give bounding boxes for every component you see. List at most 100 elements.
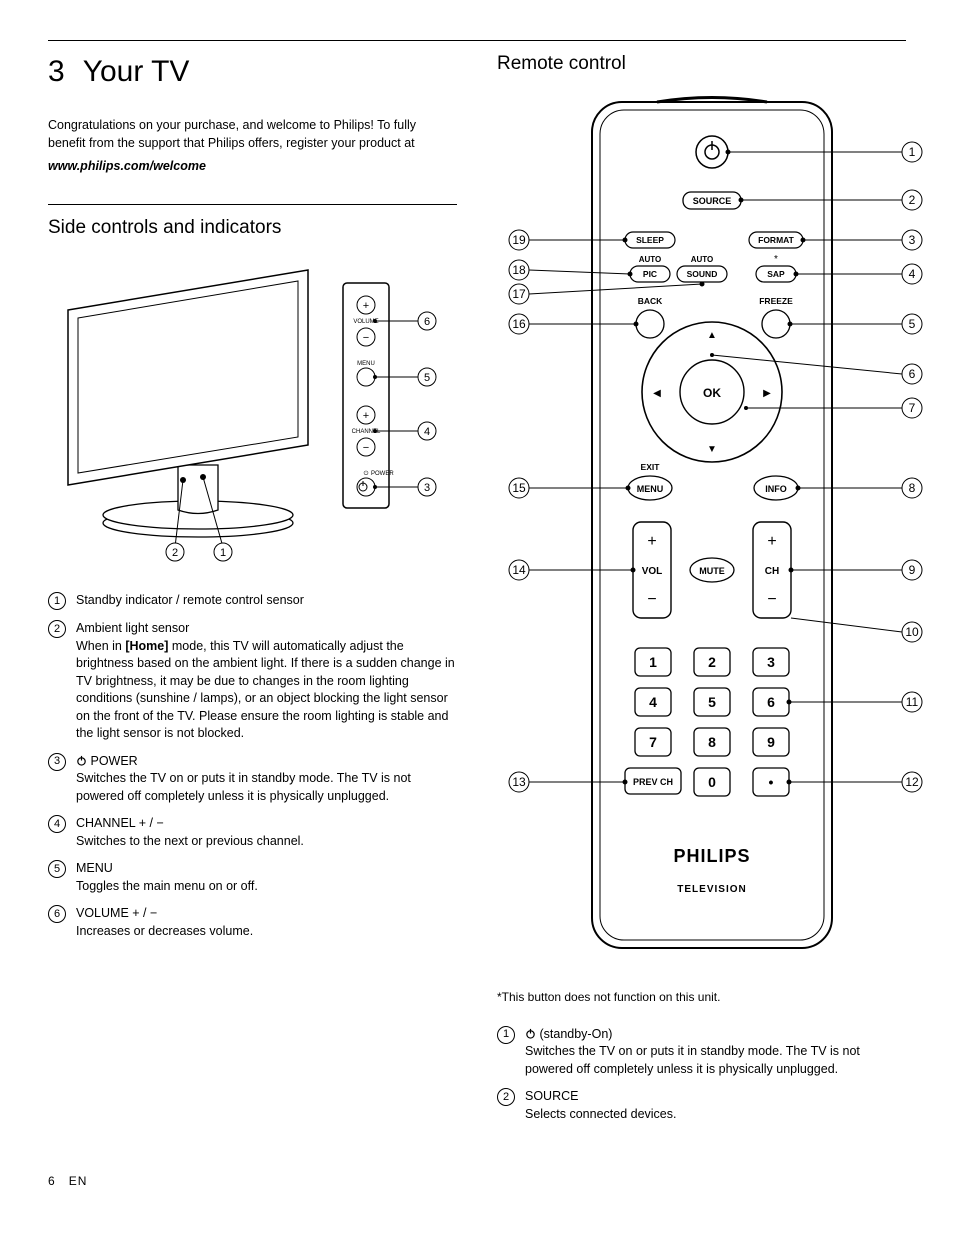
svg-text:SAP: SAP (767, 269, 785, 279)
def-item: 1 (standby-On) Switches the TV on or put… (497, 1026, 906, 1079)
svg-text:5: 5 (424, 372, 430, 384)
def-desc: Selects connected devices. (525, 1106, 906, 1124)
power-icon (525, 1028, 536, 1039)
def-title: Ambient light sensor (76, 620, 457, 638)
svg-text:INFO: INFO (765, 484, 787, 494)
left-section-title: Side controls and indicators (48, 215, 457, 242)
def-desc: Switches the TV on or puts it in standby… (525, 1043, 906, 1078)
svg-text:▲: ▲ (707, 330, 717, 341)
svg-text:8: 8 (708, 734, 716, 750)
intro-text: Congratulations on your purchase, and we… (48, 117, 457, 152)
def-desc: Switches to the next or previous channel… (76, 833, 457, 851)
svg-text:2: 2 (172, 547, 178, 559)
def-number: 4 (48, 815, 66, 833)
svg-text:1: 1 (649, 654, 657, 670)
def-desc: Toggles the main menu on or off. (76, 878, 457, 896)
chapter-number: 3 (48, 55, 65, 88)
def-number: 2 (497, 1088, 515, 1106)
svg-text:19: 19 (512, 233, 526, 247)
def-number: 3 (48, 753, 66, 771)
svg-text:3: 3 (909, 233, 916, 247)
svg-text:1: 1 (909, 145, 916, 159)
svg-text:4: 4 (649, 694, 657, 710)
def-item: 3 POWER Switches the TV on or puts it in… (48, 753, 457, 806)
svg-text:7: 7 (649, 734, 657, 750)
left-section-rule (48, 204, 457, 205)
svg-text:6: 6 (424, 316, 430, 328)
svg-text:*: * (774, 254, 778, 265)
svg-text:4: 4 (424, 426, 430, 438)
def-desc: Switches the TV on or puts it in standby… (76, 770, 457, 805)
svg-text:11: 11 (906, 695, 919, 709)
def-title: POWER (76, 753, 457, 771)
remote-diagram: SOURCE SLEEP FORMAT AUTO PIC AUTO SOUND … (497, 92, 906, 967)
svg-text:+: + (647, 533, 656, 550)
svg-text:PIC: PIC (643, 269, 657, 279)
svg-text:16: 16 (512, 317, 526, 331)
svg-text:3: 3 (424, 482, 430, 494)
def-number: 1 (497, 1026, 515, 1044)
svg-text:⏻: ⏻ (364, 470, 369, 477)
svg-text:−: − (363, 332, 369, 344)
power-icon (76, 755, 87, 766)
def-number: 6 (48, 905, 66, 923)
svg-text:FORMAT: FORMAT (758, 235, 795, 245)
svg-text:+: + (363, 300, 369, 312)
right-column: Remote control SOURCE SLEEP F (497, 41, 906, 1133)
svg-text:6: 6 (909, 367, 916, 381)
def-number: 5 (48, 860, 66, 878)
def-item: 1 Standby indicator / remote control sen… (48, 592, 457, 610)
right-section-title: Remote control (497, 51, 906, 78)
chapter-title: Your TV (83, 55, 190, 88)
intro-link: www.philips.com/welcome (48, 158, 457, 176)
svg-text:5: 5 (909, 317, 916, 331)
def-title: (standby-On) (525, 1026, 906, 1044)
def-item: 5 MENU Toggles the main menu on or off. (48, 860, 457, 895)
svg-text:−: − (647, 591, 656, 608)
remote-footnote: *This button does not function on this u… (497, 989, 906, 1006)
svg-text:▼: ▼ (707, 444, 717, 455)
right-definitions: 1 (standby-On) Switches the TV on or put… (497, 1026, 906, 1124)
svg-text:17: 17 (512, 287, 526, 301)
svg-text:2: 2 (909, 193, 916, 207)
remote-svg: SOURCE SLEEP FORMAT AUTO PIC AUTO SOUND … (497, 92, 927, 962)
def-item: 2 Ambient light sensor When in [Home] mo… (48, 620, 457, 743)
svg-text:5: 5 (708, 694, 716, 710)
svg-text:9: 9 (767, 734, 775, 750)
svg-text:15: 15 (512, 481, 526, 495)
svg-text:12: 12 (905, 775, 919, 789)
svg-text:PHILIPS: PHILIPS (673, 846, 750, 866)
svg-text:AUTO: AUTO (639, 255, 662, 264)
def-item: 4 CHANNEL + / − Switches to the next or … (48, 815, 457, 850)
left-definitions: 1 Standby indicator / remote control sen… (48, 592, 457, 940)
def-title: Standby indicator / remote control senso… (76, 593, 304, 607)
svg-text:0: 0 (708, 774, 716, 790)
def-title: VOLUME + / − (76, 905, 457, 923)
svg-text:MENU: MENU (637, 484, 664, 494)
svg-text:9: 9 (909, 563, 916, 577)
svg-text:+: + (767, 533, 776, 550)
def-number: 2 (48, 620, 66, 638)
svg-text:CH: CH (765, 566, 779, 577)
page-lang: EN (69, 1173, 88, 1190)
svg-text:VOL: VOL (642, 566, 663, 577)
svg-text:▶: ▶ (763, 388, 771, 399)
svg-text:1: 1 (220, 547, 226, 559)
svg-text:SOURCE: SOURCE (693, 196, 732, 206)
svg-text:POWER: POWER (371, 471, 394, 477)
svg-text:BACK: BACK (638, 296, 663, 306)
svg-text:2: 2 (708, 654, 716, 670)
svg-text:13: 13 (512, 775, 526, 789)
svg-text:+: + (363, 410, 369, 422)
svg-text:−: − (363, 442, 369, 454)
chapter-heading: 3 Your TV (48, 51, 457, 93)
def-title: MENU (76, 860, 457, 878)
svg-text:3: 3 (767, 654, 775, 670)
page-number: 6 (48, 1173, 55, 1190)
def-desc: Increases or decreases volume. (76, 923, 457, 941)
page-footer: 6 EN (48, 1173, 906, 1190)
svg-text:10: 10 (905, 625, 919, 639)
svg-text:SLEEP: SLEEP (636, 235, 664, 245)
left-column: 3 Your TV Congratulations on your purchas… (48, 41, 457, 1133)
svg-text:◀: ◀ (653, 388, 661, 399)
